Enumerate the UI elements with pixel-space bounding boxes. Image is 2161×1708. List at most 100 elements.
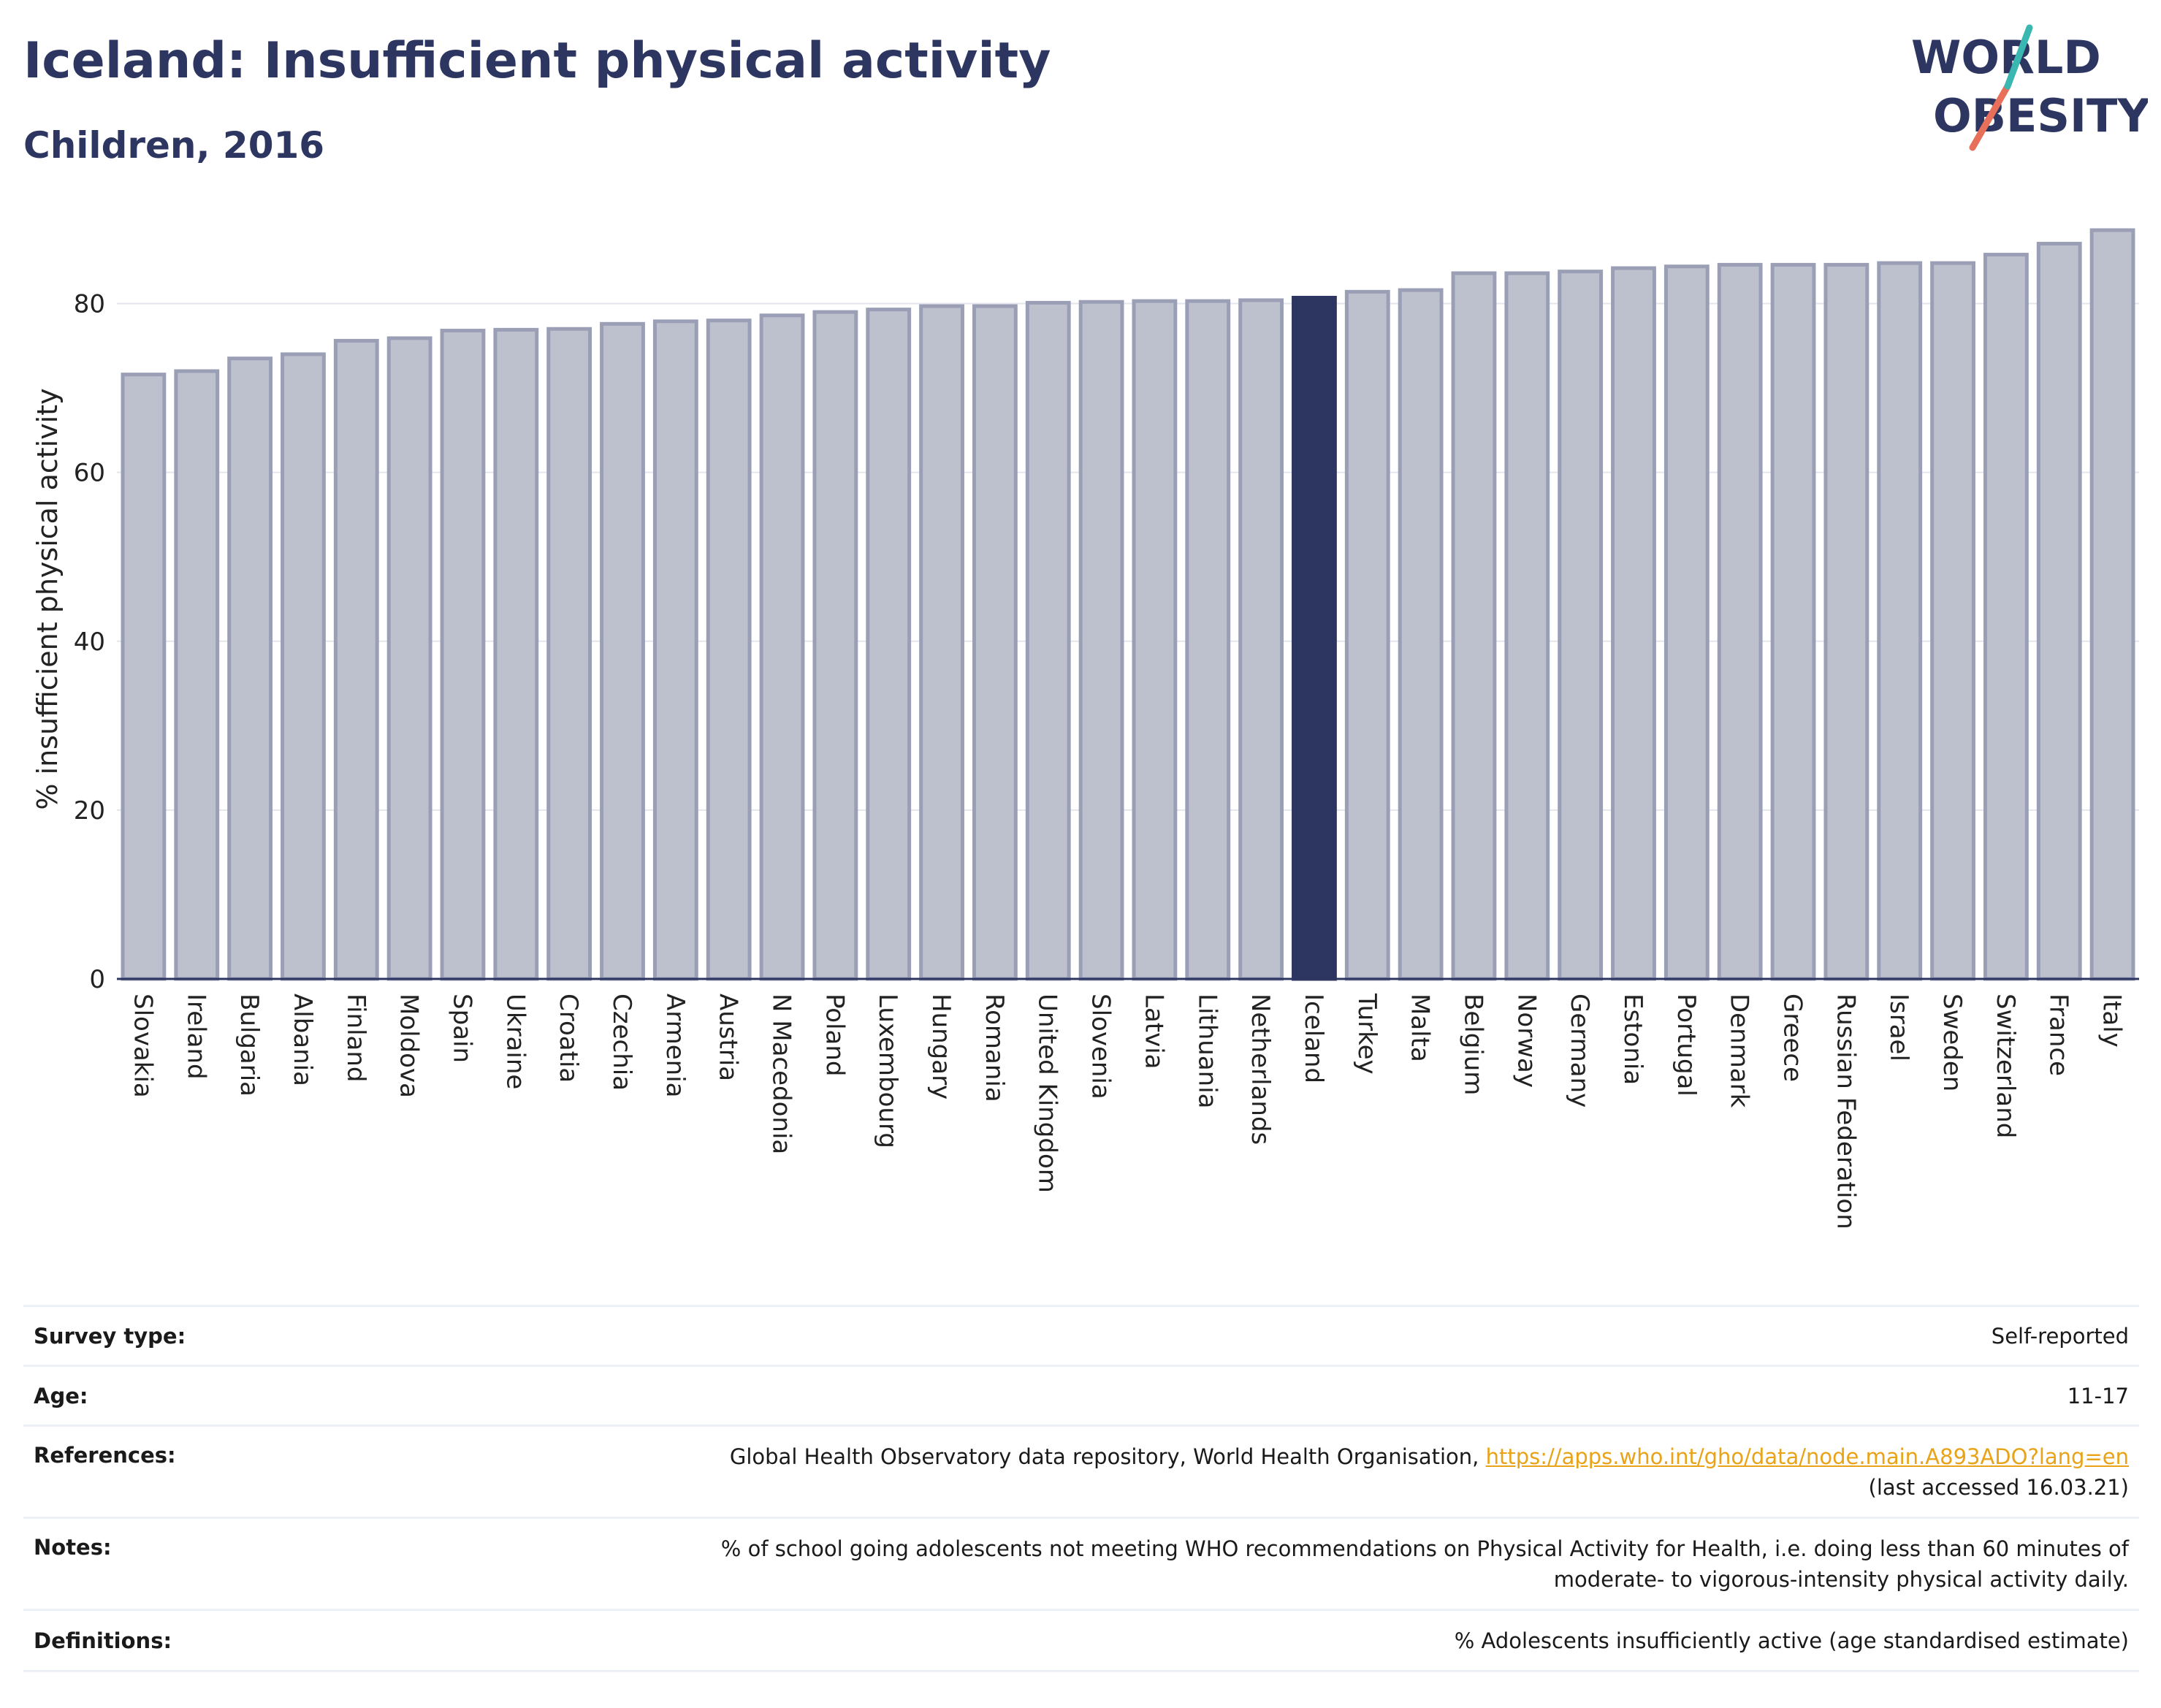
bar-bulgaria bbox=[227, 357, 273, 981]
bar-romania bbox=[972, 304, 1018, 981]
x-tick-label: Bulgaria bbox=[235, 994, 264, 1097]
x-tick-label: Estonia bbox=[1618, 994, 1647, 1085]
x-tick-label: Lithuania bbox=[1192, 994, 1221, 1108]
bar-slovakia bbox=[121, 373, 167, 981]
meta-row-age: Age: 11-17 bbox=[23, 1365, 2139, 1426]
meta-value: % of school going adolescents not meetin… bbox=[482, 1518, 2139, 1610]
meta-key: Age: bbox=[34, 1383, 88, 1408]
x-tick-label: France bbox=[2044, 994, 2073, 1076]
notes-line-2: moderate- to vigorous-intensity physical… bbox=[1553, 1566, 2129, 1592]
bar-malta bbox=[1398, 288, 1444, 981]
meta-key: Notes: bbox=[34, 1535, 112, 1560]
y-tick-label: 60 bbox=[74, 459, 105, 488]
meta-row-references: References: Global Health Observatory da… bbox=[23, 1425, 2139, 1518]
bar-luxembourg bbox=[866, 308, 912, 981]
x-tick-label: United Kingdom bbox=[1033, 994, 1062, 1193]
bar-latvia bbox=[1132, 299, 1178, 981]
bar-france bbox=[2036, 242, 2082, 981]
x-tick-label: Slovenia bbox=[1086, 994, 1116, 1099]
x-tick-label: Italy bbox=[2097, 994, 2127, 1048]
x-tick-label: N Macedonia bbox=[767, 994, 796, 1154]
bar-poland bbox=[812, 310, 858, 981]
bar-spain bbox=[440, 329, 486, 981]
bar-estonia bbox=[1611, 266, 1656, 981]
y-axis-label: % insufficient physical activity bbox=[31, 388, 64, 809]
x-tick-label: Romania bbox=[980, 994, 1009, 1102]
bar-austria bbox=[706, 319, 752, 981]
reference-link[interactable]: https://apps.who.int/gho/data/node.main.… bbox=[1485, 1444, 2129, 1469]
y-tick-label: 40 bbox=[74, 628, 105, 657]
bar-iceland bbox=[1292, 295, 1337, 981]
x-tick-label: Greece bbox=[1778, 994, 1807, 1082]
x-tick-label: Czechia bbox=[607, 994, 636, 1091]
world-obesity-logo: WORLD OBESITY bbox=[1911, 24, 2148, 151]
bar-turkey bbox=[1344, 289, 1390, 981]
bar-slovenia bbox=[1078, 300, 1124, 981]
x-tick-label: Austria bbox=[714, 994, 743, 1081]
meta-row-notes: Notes: % of school going adolescents not… bbox=[23, 1517, 2139, 1610]
x-tick-label: Norway bbox=[1512, 994, 1541, 1088]
x-tick-label: Moldova bbox=[395, 994, 424, 1098]
page-subtitle: Children, 2016 bbox=[23, 124, 325, 167]
meta-row-survey-type: Survey type: Self-reported bbox=[23, 1305, 2139, 1366]
x-tick-label: Hungary bbox=[926, 994, 956, 1099]
x-tick-label: Latvia bbox=[1139, 994, 1168, 1070]
reference-text: Global Health Observatory data repositor… bbox=[729, 1444, 1486, 1469]
bar-united-kingdom bbox=[1025, 300, 1071, 981]
bar-belgium bbox=[1451, 271, 1497, 981]
x-tick-label: Denmark bbox=[1725, 994, 1754, 1108]
x-tick-label: Switzerland bbox=[1991, 994, 2020, 1138]
x-tick-label: Luxembourg bbox=[873, 994, 902, 1148]
bar-italy bbox=[2089, 228, 2135, 981]
logo-text-obesity: OBESITY bbox=[1933, 89, 2148, 142]
y-tick-label: 0 bbox=[89, 965, 105, 994]
logo-text-world: WORLD bbox=[1911, 31, 2101, 84]
meta-key: Definitions: bbox=[34, 1628, 172, 1653]
meta-value: Global Health Observatory data repositor… bbox=[482, 1426, 2139, 1518]
notes-line-1: % of school going adolescents not meetin… bbox=[720, 1536, 2129, 1561]
y-tick-label: 20 bbox=[74, 796, 105, 826]
bar-croatia bbox=[546, 327, 592, 981]
x-tick-label: Netherlands bbox=[1246, 994, 1275, 1145]
bar-israel bbox=[1877, 261, 1923, 981]
x-tick-label: Ukraine bbox=[500, 994, 530, 1089]
x-tick-label: Albania bbox=[288, 994, 317, 1086]
bar-n-macedonia bbox=[759, 313, 805, 981]
x-tick-label: Portugal bbox=[1672, 994, 1701, 1097]
bar-chart: 0 20 40 60 80 % insufficient physical activit… bbox=[31, 228, 2139, 1229]
bar-albania bbox=[281, 352, 326, 981]
bar-russian-federation bbox=[1823, 262, 1870, 981]
page-title: Iceland: Insufficient physical activity bbox=[23, 32, 1051, 90]
x-tick-label: Germany bbox=[1565, 994, 1594, 1107]
bar-lithuania bbox=[1185, 299, 1231, 981]
reference-accessed: (last accessed 16.03.21) bbox=[1868, 1474, 2129, 1500]
bar-greece bbox=[1770, 262, 1816, 981]
bar-ireland bbox=[174, 369, 220, 981]
x-tick-label: Finland bbox=[341, 994, 370, 1083]
meta-key: Survey type: bbox=[34, 1323, 186, 1349]
x-tick-label: Ireland bbox=[181, 994, 210, 1080]
x-tick-label: Russian Federation bbox=[1831, 994, 1860, 1229]
bar-hungary bbox=[919, 304, 964, 981]
x-tick-label: Croatia bbox=[554, 994, 583, 1083]
bar-finland bbox=[333, 338, 379, 981]
metadata-table: Survey type: Self-reported Age: 11-17 Re… bbox=[23, 1305, 2139, 1672]
x-tick-label: Sweden bbox=[1937, 994, 1967, 1091]
y-tick-label: 80 bbox=[74, 290, 105, 319]
bar-czechia bbox=[600, 321, 645, 981]
bar-germany bbox=[1558, 270, 1604, 981]
meta-value: 11-17 bbox=[2067, 1383, 2129, 1408]
bar-norway bbox=[1504, 271, 1550, 981]
x-tick-label: Turkey bbox=[1352, 993, 1381, 1075]
bar-denmark bbox=[1717, 262, 1763, 981]
x-tick-label: Spain bbox=[447, 994, 476, 1063]
bar-moldova bbox=[386, 336, 432, 981]
bar-netherlands bbox=[1238, 298, 1284, 981]
meta-key: References: bbox=[34, 1443, 176, 1468]
bar-portugal bbox=[1663, 264, 1710, 981]
x-tick-label: Israel bbox=[1884, 994, 1913, 1061]
x-tick-label: Slovakia bbox=[128, 994, 157, 1098]
meta-row-definitions: Definitions: % Adolescents insufficientl… bbox=[23, 1609, 2139, 1671]
bar-ukraine bbox=[493, 327, 539, 981]
x-tick-label: Malta bbox=[1406, 994, 1435, 1062]
